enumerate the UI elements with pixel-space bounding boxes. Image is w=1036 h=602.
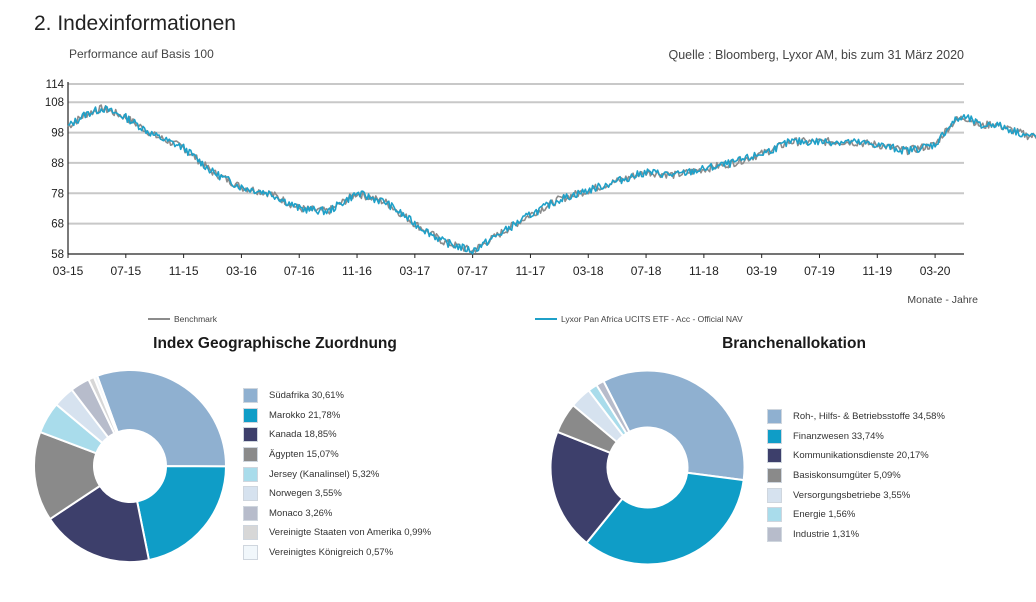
sector-legend-item: Versorgungsbetriebe 3,55%: [767, 485, 945, 505]
y-tick-label: 78: [51, 188, 64, 200]
x-tick-label: 03-17: [399, 264, 430, 278]
geo-legend-swatch: [243, 466, 258, 482]
legend-etf-label: Lyxor Pan Africa UCITS ETF - Acc - Offic…: [561, 314, 743, 324]
geo-slice: [33, 430, 102, 521]
x-tick-label: 11-18: [689, 264, 719, 278]
legend-benchmark-label: Benchmark: [174, 314, 217, 324]
geo-legend-swatch: [243, 388, 258, 404]
performance-subtitle: Performance auf Basis 100: [69, 47, 214, 61]
sector-slice: [585, 471, 745, 566]
geo-legend-label: Kanada 18,85%: [269, 429, 337, 441]
geo-legend-swatch: [243, 407, 258, 423]
x-tick-label: 11-16: [342, 264, 372, 278]
sector-legend-label: Industrie 1,31%: [793, 528, 860, 540]
geo-legend-item: Ägypten 15,07%: [243, 445, 431, 465]
geo-legend-label: Monaco 3,26%: [269, 507, 333, 519]
geo-slice: [135, 465, 228, 562]
x-tick-label: 03-20: [920, 264, 951, 278]
legend-benchmark-swatch: [148, 318, 170, 320]
sector-slice: [549, 430, 624, 545]
sector-legend-item: Industrie 1,31%: [767, 525, 945, 545]
x-tick-label: 11-15: [169, 264, 199, 278]
geo-legend-item: Vereinigte Staaten von Amerika 0,99%: [243, 523, 432, 543]
x-tick-label: 03-15: [53, 264, 84, 278]
sector-legend-item: Basiskonsumgüter 5,09%: [767, 466, 945, 486]
geo-legend-label: Südafrika 30,61%: [269, 390, 344, 402]
sector-legend-label: Roh-, Hilfs- & Betriebsstoffe 34,58%: [793, 411, 945, 423]
geo-slice: [92, 374, 119, 434]
geo-slice: [95, 369, 227, 468]
x-tick-label: 11-19: [862, 264, 892, 278]
series-line-benchmark: [67, 104, 1036, 253]
legend-etf-swatch: [535, 318, 557, 320]
geo-legend-item: Vereinigtes Königreich 0,57%: [243, 543, 431, 563]
sector-legend-swatch: [767, 448, 782, 464]
y-tick-label: 58: [51, 249, 64, 261]
sector-legend-swatch: [767, 487, 782, 503]
sector-legend-item: Roh-, Hilfs- & Betriebsstoffe 34,58%: [767, 407, 945, 427]
performance-source: Quelle : Bloomberg, Lyxor AM, bis zum 31…: [668, 48, 964, 62]
geo-legend-swatch: [243, 447, 258, 463]
x-tick-label: 11-17: [516, 264, 546, 278]
geo-donut-chart: [33, 369, 228, 563]
x-tick-label: 07-19: [804, 264, 835, 278]
sector-legend-swatch: [767, 428, 782, 444]
x-tick-label: 03-19: [746, 264, 777, 278]
geo-legend-label: Jersey (Kanalinsel) 5,32%: [269, 468, 380, 480]
geo-legend-item: Südafrika 30,61%: [243, 386, 431, 406]
sector-donut-chart: [549, 369, 746, 566]
x-tick-label: 03-16: [226, 264, 257, 278]
y-tick-label: 68: [51, 219, 64, 231]
geo-slice: [48, 484, 151, 563]
geo-legend-swatch: [243, 486, 258, 502]
geo-legend-swatch: [243, 427, 258, 443]
y-tick-label: 108: [45, 97, 64, 109]
sector-legend-label: Finanzwesen 33,74%: [793, 430, 884, 442]
sector-legend-swatch: [767, 409, 782, 425]
geo-legend-item: Marokko 21,78%: [243, 406, 431, 426]
sector-legend: Roh-, Hilfs- & Betriebsstoffe 34,58% Fina…: [767, 407, 945, 545]
y-tick-label: 114: [46, 79, 65, 91]
series-line-etf-nav: [67, 105, 1036, 255]
sector-legend-label: Versorgungsbetriebe 3,55%: [793, 489, 911, 501]
section-title: 2. Indexinformationen: [34, 12, 236, 35]
geo-legend-label: Norwegen 3,55%: [269, 488, 342, 500]
geo-legend-label: Vereinigtes Königreich 0,57%: [269, 547, 394, 559]
geo-legend-item: Monaco 3,26%: [243, 504, 431, 524]
sector-slice: [595, 379, 631, 435]
geo-legend-label: Vereinigte Staaten von Amerika 0,99%: [269, 527, 432, 539]
sector-legend-label: Kommunikationsdienste 20,17%: [793, 450, 929, 462]
geo-pie-title: Index Geographische Zuordnung: [153, 335, 397, 352]
sector-legend-swatch: [767, 507, 782, 523]
legend-benchmark: Benchmark: [148, 314, 217, 324]
x-tick-label: 03-18: [573, 264, 604, 278]
geo-legend-label: Ägypten 15,07%: [269, 449, 339, 461]
x-axis-caption: Monate - Jahre: [907, 294, 978, 306]
sector-pie-title: Branchenallokation: [722, 335, 866, 352]
x-tick-label: 07-18: [631, 264, 662, 278]
sector-legend-label: Energie 1,56%: [793, 509, 856, 521]
y-tick-label: 88: [51, 158, 64, 170]
geo-legend-item: Kanada 18,85%: [243, 425, 431, 445]
geo-legend: Südafrika 30,61% Marokko 21,78% Kanada 18,…: [243, 386, 432, 563]
geo-legend-item: Norwegen 3,55%: [243, 484, 431, 504]
y-tick-label: 98: [51, 128, 64, 140]
sector-legend-swatch: [767, 526, 782, 542]
geo-legend-label: Marokko 21,78%: [269, 409, 341, 421]
x-tick-label: 07-15: [110, 264, 141, 278]
x-tick-label: 07-16: [284, 264, 315, 278]
geo-legend-swatch: [243, 545, 258, 561]
sector-legend-item: Energie 1,56%: [767, 505, 945, 525]
sector-legend-item: Kommunikationsdienste 20,17%: [767, 446, 945, 466]
geo-legend-swatch: [243, 505, 258, 521]
sector-legend-swatch: [767, 468, 782, 484]
legend-etf: Lyxor Pan Africa UCITS ETF - Acc - Offic…: [535, 314, 743, 324]
geo-legend-item: Jersey (Kanalinsel) 5,32%: [243, 464, 431, 484]
x-tick-label: 07-17: [457, 264, 488, 278]
geo-legend-swatch: [243, 525, 258, 541]
performance-line-chart: 58 68 78 88 98 108 114 03-15 07-15 11-15 03-16 07-1…: [45, 79, 1036, 278]
sector-legend-label: Basiskonsumgüter 5,09%: [793, 470, 901, 482]
sector-legend-item: Finanzwesen 33,74%: [767, 427, 945, 447]
sector-slice: [602, 369, 746, 482]
